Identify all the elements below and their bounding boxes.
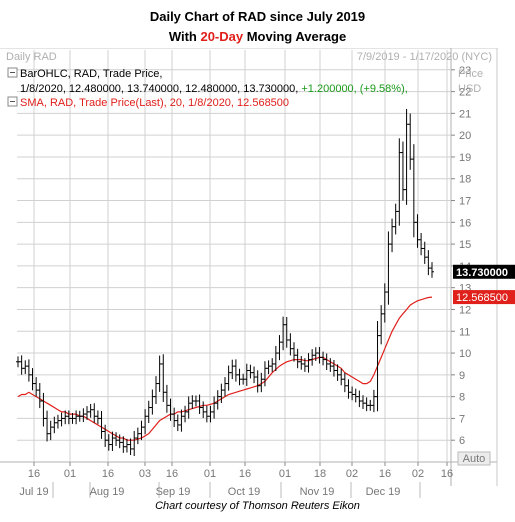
x-tick-label: 16 (379, 468, 391, 480)
y-tick-label: 7 (459, 413, 465, 425)
y-tick-label: 17 (459, 196, 471, 208)
legend-bar-line2: 1/8/2020, 12.480000, 13.740000, 12.48000… (20, 83, 408, 95)
price-chart: 6789101112131415161718192021222316011603… (0, 48, 515, 498)
x-tick-label: 02 (346, 468, 358, 480)
sma-price-box (453, 290, 515, 305)
grid (17, 50, 451, 462)
y-tick-label: 10 (459, 348, 471, 360)
x-tick-label: 03 (139, 468, 151, 480)
sma-price-label: 12.568500 (456, 292, 508, 304)
subtitle-highlight: 20-Day (200, 29, 244, 44)
x-tick-label: 16 (28, 468, 40, 480)
x-tick-label: 16 (166, 468, 178, 480)
ohlc-bar (430, 262, 434, 278)
month-label: Jul 19 (19, 486, 48, 498)
y-axis-unit: USD (458, 83, 481, 95)
subtitle-post: Moving Average (243, 29, 347, 44)
y-tick-label: 16 (459, 217, 471, 229)
last-price-box (453, 264, 515, 279)
x-tick-label: 01 (204, 468, 216, 480)
x-tick-label: 02 (412, 468, 424, 480)
month-label: Aug 19 (90, 486, 125, 498)
auto-scale-button[interactable]: Auto (457, 451, 491, 466)
last-price-label: 13.730000 (456, 267, 508, 279)
y-tick-label: 9 (459, 370, 465, 382)
month-label: Oct 19 (228, 486, 260, 498)
legend-sma-line: SMA, RAD, Trade Price(Last), 20, 1/8/202… (20, 97, 289, 109)
x-tick-label: 18 (314, 468, 326, 480)
y-tick-label: 19 (459, 152, 471, 164)
instrument-label: Daily RAD (6, 51, 57, 63)
legend: BarOHLC, RAD, Trade Price, 1/8/2020, 12.4… (7, 67, 408, 109)
plot-area (0, 48, 497, 462)
y-tick-label: 15 (459, 239, 471, 251)
y-tick-label: 18 (459, 174, 471, 186)
month-label: Sep 19 (156, 486, 191, 498)
auto-button-bg (457, 451, 491, 466)
ohlc-series (16, 109, 434, 457)
chart-title: Daily Chart of RAD since July 2019 (149, 9, 366, 24)
chart-subtitle: With 20-Day Moving Average (0, 29, 515, 44)
x-tick-label: 16 (441, 468, 453, 480)
y-tick-label: 12 (459, 304, 471, 316)
y-tick-label: 8 (459, 392, 465, 404)
y-axis-label: Price (458, 68, 483, 80)
y-tick-label: 22 (459, 87, 471, 99)
y-tick-label: 21 (459, 108, 471, 120)
y-tick-label: 20 (459, 130, 471, 142)
auto-button-label: Auto (463, 453, 486, 465)
chart-caption: Chart courtesy of Thomson Reuters Eikon (155, 500, 360, 512)
legend-bar-change: +1.200000, (+9.58%), (301, 83, 407, 95)
chart-frame (0, 48, 498, 486)
month-label: Nov 19 (300, 486, 335, 498)
x-tick-label: 16 (102, 468, 114, 480)
x-tick-label: 01 (64, 468, 76, 480)
date-range-label: 7/9/2019 - 1/17/2020 (NYC) (357, 51, 492, 63)
y-tick-label: 23 (459, 65, 471, 77)
x-tick-label: 16 (239, 468, 251, 480)
y-tick-label: 6 (459, 435, 465, 447)
y-tick-label: 11 (459, 326, 470, 338)
sma-price-tag: 12.568500 (453, 290, 515, 305)
month-label: Dec 19 (366, 486, 401, 498)
legend-bar-line1: BarOHLC, RAD, Trade Price, (20, 68, 162, 80)
chart-text: 6789101112131415161718192021222316011603… (6, 51, 515, 498)
legend-bar-values: 1/8/2020, 12.480000, 13.740000, 12.48000… (20, 83, 301, 95)
x-tick-label: 01 (279, 468, 291, 480)
subtitle-pre: With (168, 29, 201, 44)
last-price-tag: 13.730000 (453, 264, 515, 279)
